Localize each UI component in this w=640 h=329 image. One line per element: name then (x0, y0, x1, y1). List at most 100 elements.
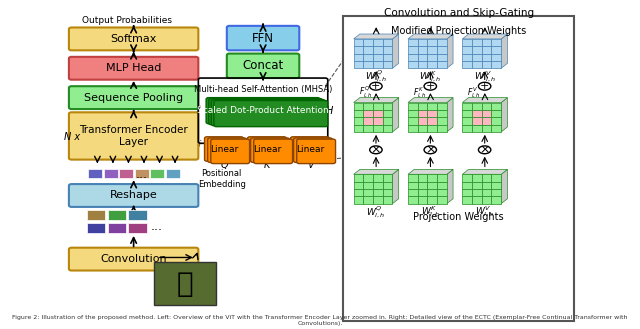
Bar (354, 103, 364, 110)
Bar (437, 110, 447, 117)
FancyBboxPatch shape (253, 139, 292, 164)
Polygon shape (501, 98, 508, 132)
FancyBboxPatch shape (69, 57, 198, 80)
Bar (462, 103, 472, 110)
Bar (87, 223, 105, 233)
FancyBboxPatch shape (251, 138, 289, 163)
Bar (383, 189, 392, 196)
Bar (418, 196, 428, 204)
Bar (418, 46, 428, 54)
Bar (437, 46, 447, 54)
Bar (428, 103, 437, 110)
Text: Output Probabilities: Output Probabilities (82, 16, 172, 25)
Bar (472, 54, 482, 61)
Polygon shape (462, 169, 508, 174)
Text: $F^{K}_{l,h}$: $F^{K}_{l,h}$ (413, 86, 427, 100)
Text: $W'^{K}_{l,h}$: $W'^{K}_{l,h}$ (419, 69, 442, 84)
Bar (437, 189, 447, 196)
Text: +: + (371, 81, 381, 91)
FancyBboxPatch shape (205, 137, 243, 161)
Bar (482, 182, 492, 189)
Text: $F^{Q}_{l,h}$: $F^{Q}_{l,h}$ (359, 85, 372, 100)
Text: ×: × (479, 143, 490, 156)
Bar (482, 189, 492, 196)
Bar (418, 117, 428, 125)
Bar (428, 182, 437, 189)
Bar (383, 125, 392, 132)
Bar (472, 196, 482, 204)
Bar (108, 210, 126, 220)
Bar (462, 189, 472, 196)
Bar (418, 54, 428, 61)
FancyBboxPatch shape (69, 248, 198, 270)
FancyBboxPatch shape (209, 99, 323, 125)
FancyBboxPatch shape (211, 100, 325, 126)
Polygon shape (392, 34, 399, 68)
Bar (492, 189, 501, 196)
Bar (462, 46, 472, 54)
Bar (472, 61, 482, 68)
Text: Figure 2: Illustration of the proposed method. Left: Overview of the ViT with th: Figure 2: Illustration of the proposed m… (12, 315, 628, 326)
Polygon shape (392, 169, 399, 204)
Bar (373, 125, 383, 132)
Bar (428, 117, 437, 125)
Bar (364, 196, 373, 204)
Bar (482, 125, 492, 132)
Text: Multi-head Self-Attention (MHSA): Multi-head Self-Attention (MHSA) (194, 85, 332, 94)
Polygon shape (392, 98, 399, 132)
Bar (492, 174, 501, 182)
Bar (87, 210, 105, 220)
Polygon shape (462, 98, 508, 103)
Text: Reshape: Reshape (109, 190, 157, 200)
Bar (408, 110, 418, 117)
Bar (354, 196, 364, 204)
Bar (104, 169, 118, 178)
FancyBboxPatch shape (69, 86, 198, 109)
Bar (364, 46, 373, 54)
Bar (462, 196, 472, 204)
Text: $F^{V}_{l,h}$: $F^{V}_{l,h}$ (467, 86, 481, 100)
Polygon shape (501, 34, 508, 68)
Bar (364, 174, 373, 182)
Bar (354, 117, 364, 125)
Bar (428, 39, 437, 46)
Bar (492, 117, 501, 125)
Bar (364, 110, 373, 117)
Bar (354, 189, 364, 196)
Bar (418, 189, 428, 196)
Text: +: + (480, 81, 490, 91)
Bar (373, 174, 383, 182)
Bar (383, 54, 392, 61)
Text: ×: × (371, 143, 381, 156)
Bar (373, 103, 383, 110)
Bar (437, 174, 447, 182)
Bar (492, 103, 501, 110)
Text: Linear: Linear (253, 144, 281, 154)
Bar (428, 110, 437, 117)
Bar (462, 54, 472, 61)
Bar (166, 169, 180, 178)
Bar (428, 54, 437, 61)
Bar (492, 39, 501, 46)
Bar (482, 196, 492, 204)
Bar (492, 182, 501, 189)
Bar (492, 61, 501, 68)
Bar (364, 54, 373, 61)
Bar (119, 169, 133, 178)
Text: H: H (326, 106, 333, 116)
Bar (428, 189, 437, 196)
Bar (428, 125, 437, 132)
Bar (373, 54, 383, 61)
Circle shape (370, 146, 382, 154)
Bar (408, 196, 418, 204)
Bar (373, 46, 383, 54)
Bar (408, 103, 418, 110)
Text: Modified Projection Weights: Modified Projection Weights (391, 26, 526, 36)
Polygon shape (354, 98, 399, 103)
Bar (472, 46, 482, 54)
Bar (437, 182, 447, 189)
Text: $W^{V}_{l,h}$: $W^{V}_{l,h}$ (475, 204, 495, 219)
Text: ×: × (425, 143, 436, 156)
Text: $W'^{V}_{l,h}$: $W'^{V}_{l,h}$ (474, 69, 496, 84)
Bar (373, 182, 383, 189)
